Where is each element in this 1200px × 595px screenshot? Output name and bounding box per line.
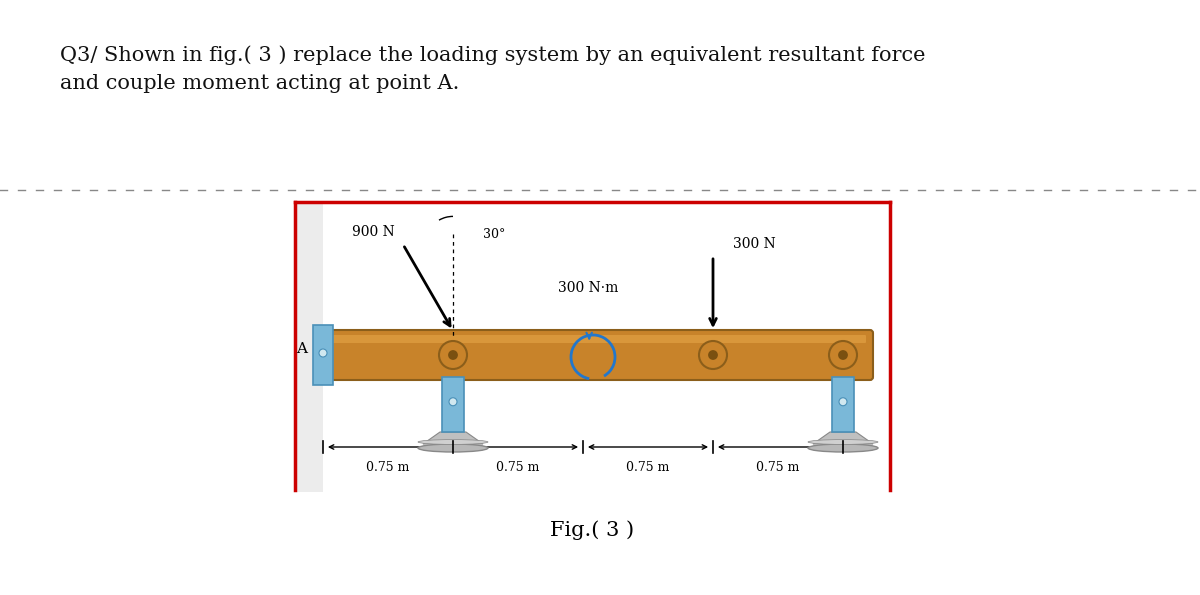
Text: 300 N: 300 N xyxy=(733,237,775,251)
Circle shape xyxy=(708,350,718,360)
FancyBboxPatch shape xyxy=(832,377,854,432)
FancyBboxPatch shape xyxy=(326,335,866,343)
Text: A: A xyxy=(296,342,307,356)
Circle shape xyxy=(439,341,467,369)
Text: 0.75 m: 0.75 m xyxy=(626,461,670,474)
Text: 30°: 30° xyxy=(482,228,505,242)
Ellipse shape xyxy=(808,440,878,444)
Circle shape xyxy=(698,341,727,369)
FancyBboxPatch shape xyxy=(313,325,334,385)
Circle shape xyxy=(319,349,326,357)
Ellipse shape xyxy=(418,444,488,452)
Circle shape xyxy=(838,350,848,360)
Ellipse shape xyxy=(418,440,488,444)
FancyBboxPatch shape xyxy=(320,330,874,380)
Circle shape xyxy=(449,397,457,406)
FancyBboxPatch shape xyxy=(442,377,464,432)
Circle shape xyxy=(839,397,847,406)
Circle shape xyxy=(829,341,857,369)
Text: 0.75 m: 0.75 m xyxy=(756,461,799,474)
Text: Fig.( 3 ): Fig.( 3 ) xyxy=(551,520,635,540)
Text: Q3/ Shown in fig.( 3 ) replace the loading system by an equivalent resultant for: Q3/ Shown in fig.( 3 ) replace the loadi… xyxy=(60,45,925,93)
FancyBboxPatch shape xyxy=(295,202,323,492)
Text: 0.75 m: 0.75 m xyxy=(497,461,540,474)
Text: 0.75 m: 0.75 m xyxy=(366,461,409,474)
Text: 300 N·m: 300 N·m xyxy=(558,281,618,295)
Text: 900 N: 900 N xyxy=(353,226,395,239)
Ellipse shape xyxy=(808,444,878,452)
Polygon shape xyxy=(424,432,482,444)
Polygon shape xyxy=(814,432,874,444)
Circle shape xyxy=(448,350,458,360)
